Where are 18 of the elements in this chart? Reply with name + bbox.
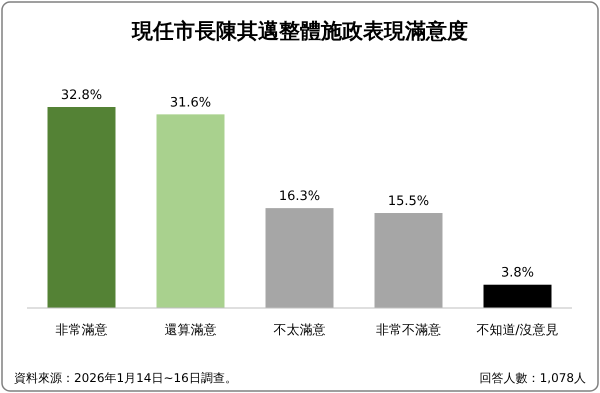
x-tick-label: 非常不滿意	[376, 323, 441, 338]
chart-title: 現任市長陳其邁整體施政表現滿意度	[131, 19, 468, 43]
bar	[484, 284, 552, 308]
x-tick-label: 不太滿意	[274, 323, 326, 338]
data-label: 15.5%	[388, 194, 430, 210]
data-label: 3.8%	[500, 266, 534, 281]
x-tick-label: 不知道/沒意見	[476, 323, 559, 338]
data-label: 31.6%	[170, 95, 212, 110]
data-label: 16.3%	[278, 189, 320, 204]
bar	[156, 114, 224, 308]
data-label: 32.8%	[60, 88, 102, 103]
bar	[48, 107, 116, 308]
bar	[266, 208, 334, 308]
x-tick-label: 非常滿意	[56, 323, 108, 338]
source-note: 資料來源：2026年1月14日~16日調查。	[14, 371, 237, 385]
x-tick-label: 還算滿意	[164, 323, 216, 338]
bar	[374, 213, 442, 308]
text: 回答人數：1,078人	[480, 371, 586, 385]
